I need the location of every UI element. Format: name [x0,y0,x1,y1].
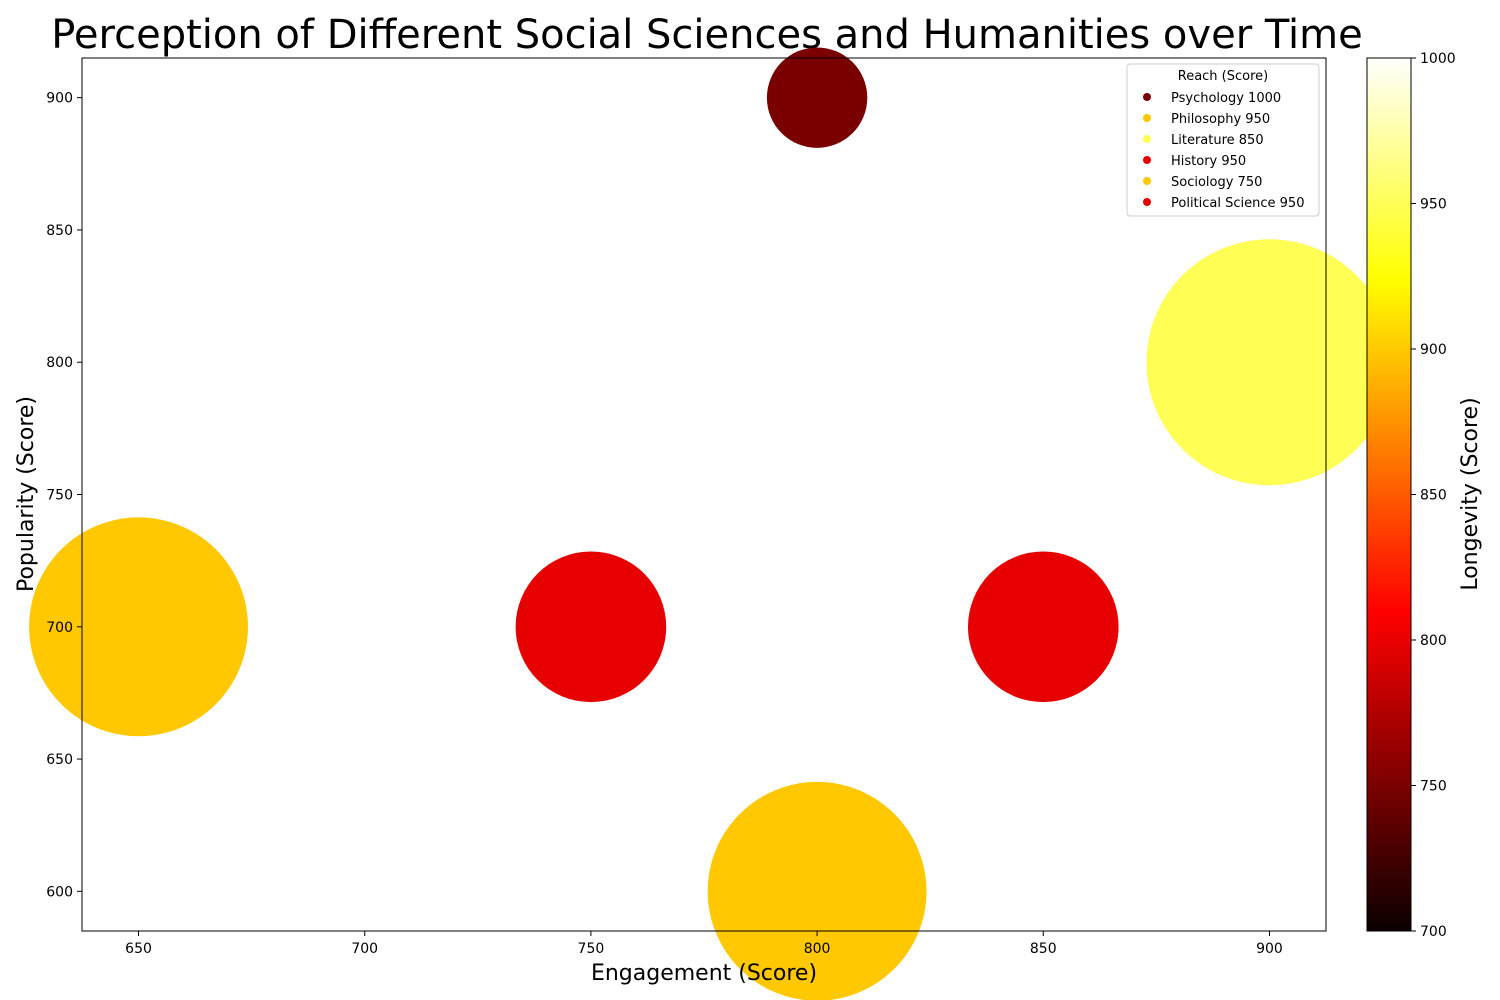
legend-label: Philosophy 950 [1171,112,1270,127]
colorbar-tick-label: 1000 [1420,51,1456,67]
colorbar-tick-label: 950 [1420,197,1447,213]
colorbar [1366,57,1412,932]
x-tick-label: 700 [351,941,378,957]
y-tick-label: 800 [46,355,73,371]
colorbar-tick-label: 850 [1420,488,1447,504]
legend: Reach (Score) Psychology 1000 Philosophy … [1126,63,1320,217]
colorbar-tick-label: 700 [1420,924,1447,940]
y-axis-ticks: 600 650 700 750 800 850 900 [46,91,82,900]
legend-label: Literature 850 [1171,133,1264,148]
bubble-history-950 [515,551,667,703]
legend-marker [1143,114,1151,122]
bubble-literature-850 [1146,239,1393,486]
bubble-philosophy-950 [29,517,248,737]
legend-items: Psychology 1000 Philosophy 950 Literature … [1143,91,1304,211]
legend-marker [1143,135,1151,143]
legend-box [1126,63,1320,217]
x-tick-label: 850 [1030,941,1057,957]
y-tick-label: 900 [46,91,73,107]
legend-label: History 950 [1171,154,1246,169]
colorbar-tick-label: 750 [1420,779,1447,795]
x-axis-label: Engagement (Score) [591,961,817,986]
legend-title: Reach (Score) [1178,69,1269,84]
legend-marker [1143,177,1151,185]
bubble-sociology-750 [707,781,927,1000]
legend-label: Psychology 1000 [1171,91,1281,106]
colorbar-ticks: 700 750 800 850 900 950 1000 [1411,51,1456,940]
legend-marker [1143,198,1151,206]
y-axis-label: Popularity (Score) [14,396,39,592]
bubble-layer [29,47,1393,1000]
y-tick-label: 850 [46,223,73,239]
y-tick-label: 700 [46,620,73,636]
y-tick-label: 600 [46,884,73,900]
legend-marker [1143,93,1151,101]
x-tick-label: 650 [125,941,152,957]
bubble-psychology-1000 [766,47,868,148]
chart-title: Perception of Different Social Sciences … [51,12,1363,58]
bubble-political-science-950 [967,551,1119,703]
legend-marker [1143,156,1151,164]
y-tick-label: 750 [46,488,73,504]
colorbar-tick-label: 900 [1420,342,1447,358]
x-axis-ticks: 650 700 750 800 850 900 [125,931,1283,957]
legend-label: Sociology 750 [1171,175,1262,190]
x-tick-label: 750 [578,941,605,957]
legend-label: Political Science 950 [1171,196,1304,211]
x-tick-label: 900 [1256,941,1283,957]
x-tick-label: 800 [804,941,831,957]
y-tick-label: 650 [46,752,73,768]
colorbar-label: Longevity (Score) [1458,397,1483,590]
colorbar-tick-label: 800 [1420,633,1447,649]
